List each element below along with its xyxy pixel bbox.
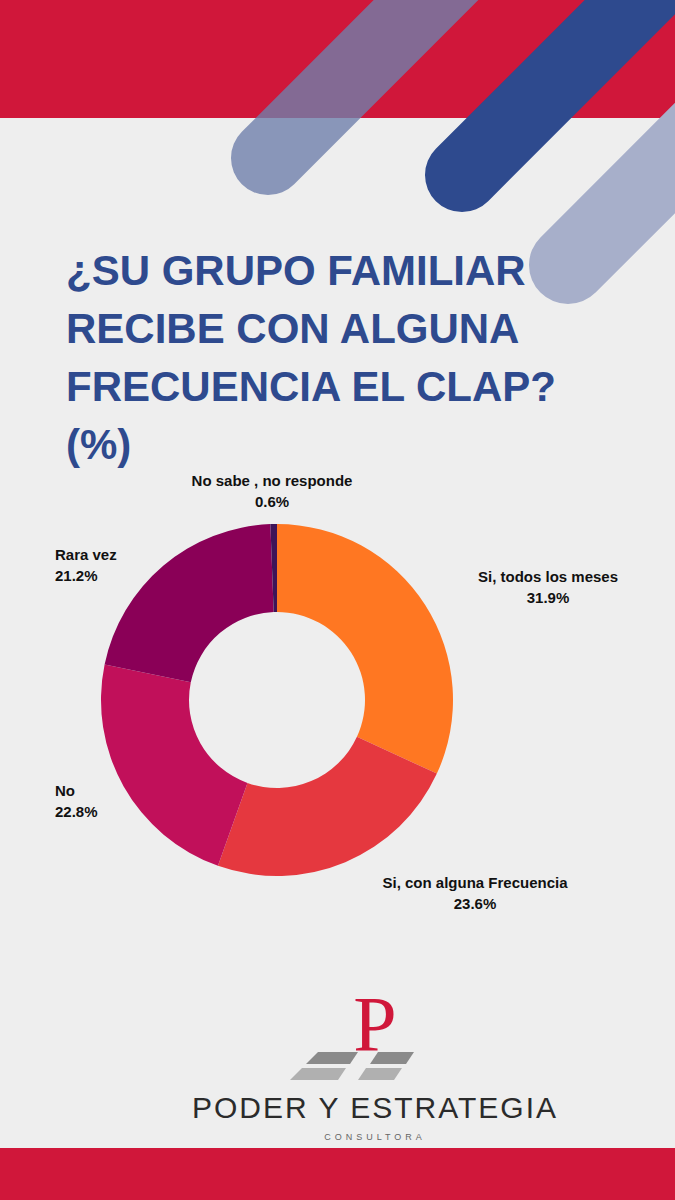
title-line: RECIBE CON ALGUNA xyxy=(66,305,519,352)
deco-bar xyxy=(568,73,675,265)
slice xyxy=(105,524,274,682)
title-line: (%) xyxy=(66,421,131,468)
slice xyxy=(270,524,277,612)
title-line: ¿SU GRUPO FAMILIAR xyxy=(66,247,526,294)
value-label: 31.9% xyxy=(527,589,570,606)
page: ¿SU GRUPO FAMILIAR RECIBE CON ALGUNA FRECU… xyxy=(0,0,675,1200)
logo-letter: P xyxy=(353,980,396,1067)
logo-tile xyxy=(290,1068,346,1080)
logo-name: PODER Y ESTRATEGIA xyxy=(192,1091,558,1124)
slices xyxy=(101,524,453,876)
logo-tile xyxy=(306,1052,358,1064)
deco-bar xyxy=(268,0,460,158)
logo-tile xyxy=(358,1068,402,1080)
slice xyxy=(101,665,247,866)
category-label: No xyxy=(55,782,75,799)
title-line: FRECUENCIA EL CLAP? xyxy=(66,363,556,410)
logo-subtitle: CONSULTORA xyxy=(324,1132,426,1142)
category-label: Si, todos los meses xyxy=(478,568,618,585)
slice xyxy=(218,737,437,876)
value-label: 21.2% xyxy=(55,567,98,584)
title: ¿SU GRUPO FAMILIAR RECIBE CON ALGUNA FRECU… xyxy=(66,247,556,468)
slice xyxy=(277,524,453,774)
background xyxy=(0,0,675,1200)
value-label: 0.6% xyxy=(255,493,289,510)
category-label: Si, con alguna Frecuencia xyxy=(382,874,568,891)
category-label: Rara vez xyxy=(55,546,117,563)
bottom-band xyxy=(0,1148,675,1200)
category-label: No sabe , no responde xyxy=(192,472,353,489)
value-label: 22.8% xyxy=(55,803,98,820)
value-label: 23.6% xyxy=(454,895,497,912)
